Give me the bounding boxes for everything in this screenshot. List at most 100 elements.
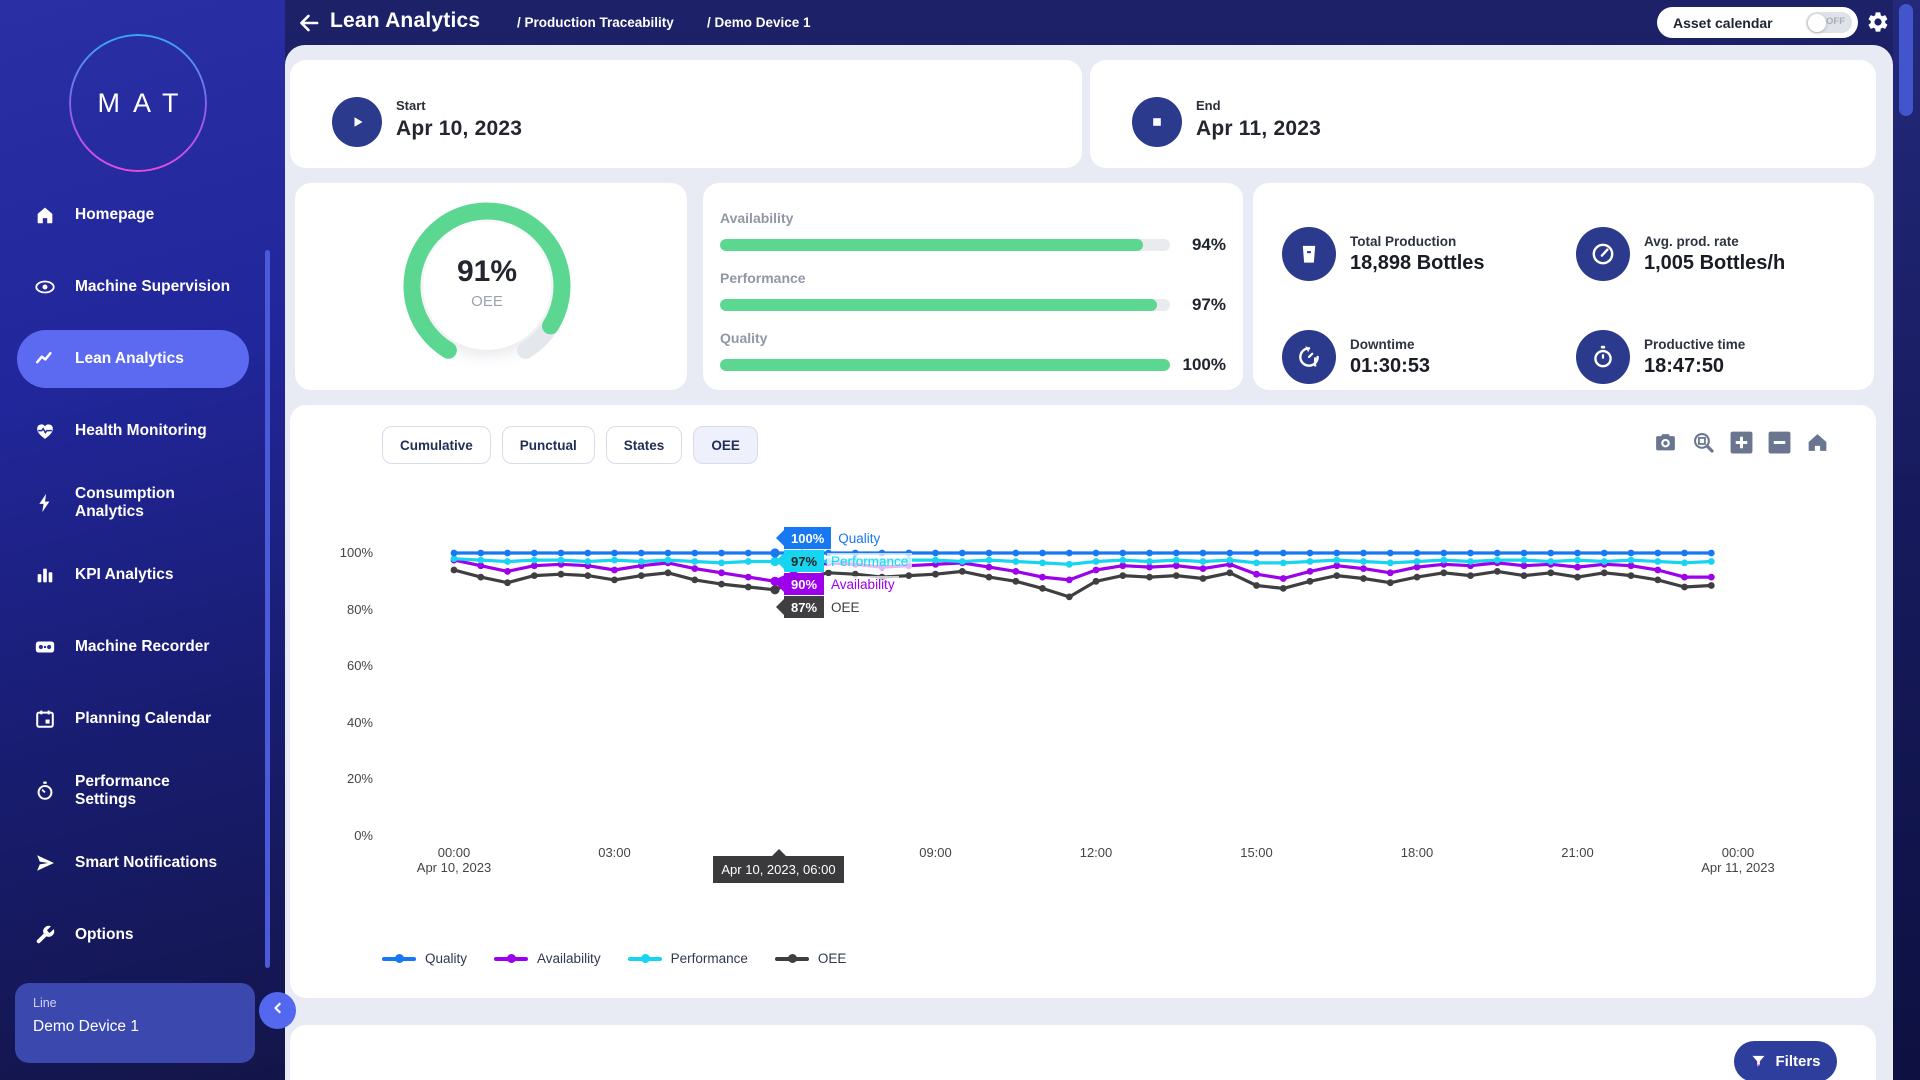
stat-label: Downtime (1350, 336, 1415, 352)
oee-line-chart (450, 548, 1715, 601)
device-type-label: Line (33, 996, 57, 1010)
kpi-bar-track (720, 359, 1170, 371)
stopwatch-icon (34, 780, 56, 802)
sidebar-item-kpi-analytics[interactable]: KPI Analytics (17, 539, 249, 611)
breadcrumb-demo-device[interactable]: / Demo Device 1 (707, 15, 811, 30)
sidebar-item-performance-settings[interactable]: Performance Settings (17, 755, 249, 827)
kpi-bar-performance: Performance 97% (720, 270, 1226, 315)
x-tick-label: 00:00 Apr 10, 2023 (416, 845, 492, 875)
kpi-bar-fill (720, 239, 1143, 251)
legend-item-quality[interactable]: Quality (382, 951, 467, 966)
oee-gauge-label: OEE (471, 293, 503, 310)
y-tick-label: 60% (346, 658, 373, 674)
oee-gauge-value: 91% (456, 255, 518, 288)
sidebar-item-lean-analytics[interactable]: Lean Analytics (17, 330, 249, 388)
tab-states[interactable]: States (605, 426, 683, 464)
stat-value: 18:47:50 (1644, 354, 1725, 377)
sidebar-item-consumption-analytics[interactable]: Consumption Analytics (17, 467, 249, 539)
stat-value: 1,005 Bottles/h (1644, 251, 1786, 274)
stop-icon (1132, 97, 1182, 147)
tab-punctual[interactable]: Punctual (501, 426, 595, 464)
tab-oee[interactable]: OEE (693, 426, 758, 464)
y-tick-label: 80% (346, 601, 373, 617)
sidebar-item-planning-calendar[interactable]: Planning Calendar (17, 683, 249, 755)
page-scrollbar-track[interactable] (1893, 0, 1920, 1080)
sidebar-item-health-monitoring[interactable]: Health Monitoring (17, 395, 249, 467)
bolt-icon (34, 492, 56, 514)
home-reset-icon[interactable] (1805, 430, 1830, 455)
kpi-bar-value: 94% (1191, 235, 1226, 254)
funnel-icon (1750, 1053, 1767, 1070)
settings-gear-icon[interactable] (1866, 10, 1890, 34)
legend-marker (494, 954, 529, 963)
sidebar-item-homepage[interactable]: Homepage (17, 179, 249, 251)
breadcrumb-production-traceability[interactable]: / Production Traceability (517, 15, 674, 30)
sidebar-item-label: KPI Analytics (75, 565, 174, 583)
x-tick-label: 03:00 (598, 845, 631, 860)
stat-total-production: Total Production 18,898 Bottles (1282, 227, 1485, 281)
chevron-left-icon (268, 998, 288, 1023)
kpi-bar-value: 100% (1182, 355, 1226, 374)
device-selector[interactable]: Line Demo Device 1 (15, 983, 255, 1063)
device-name: Demo Device 1 (33, 1018, 139, 1035)
legend-label: Performance (670, 951, 748, 966)
send-icon (34, 852, 56, 874)
hover-flag-performance: 97% Performance (776, 550, 913, 572)
production-icon (1282, 227, 1336, 281)
zoom-box-icon[interactable] (1691, 430, 1716, 455)
asset-calendar-switch[interactable]: OFF (1806, 12, 1852, 33)
stats-card: Total Production 18,898 Bottles Avg. prod.… (1253, 183, 1874, 390)
app-logo: MAT (97, 87, 192, 118)
calendar-icon (34, 708, 56, 730)
filters-button[interactable]: Filters (1734, 1041, 1837, 1080)
legend-label: Availability (537, 951, 601, 966)
legend-item-performance[interactable]: Performance (627, 951, 748, 966)
sidebar-item-label: Performance Settings (75, 772, 170, 808)
asset-calendar-toggle-pill[interactable]: Asset calendar OFF (1657, 7, 1858, 38)
sidebar-item-machine-recorder[interactable]: Machine Recorder (17, 611, 249, 683)
x-tick-label: 12:00 (1079, 845, 1113, 860)
toggle-knob (1808, 13, 1826, 32)
legend-item-oee[interactable]: OEE (774, 951, 846, 966)
sidebar-item-options[interactable]: Options (17, 899, 249, 971)
stat-downtime: Downtime 01:30:53 (1282, 330, 1430, 384)
camera-icon[interactable] (1653, 430, 1678, 455)
zoom-in-icon[interactable] (1729, 430, 1754, 455)
legend-marker (382, 954, 416, 963)
zoom-out-icon[interactable] (1767, 430, 1792, 455)
kpi-bar-label: Quality (720, 330, 768, 346)
chart-tabs: Cumulative Punctual States OEE (382, 426, 758, 464)
tab-cumulative[interactable]: Cumulative (382, 426, 491, 464)
sidebar-item-smart-notifications[interactable]: Smart Notifications (17, 827, 249, 899)
stat-label: Total Production (1350, 233, 1457, 249)
y-tick-label: 0% (354, 828, 373, 843)
sidebar-scrollbar[interactable] (265, 250, 270, 968)
kpi-bar-value: 97% (1191, 295, 1226, 314)
page-scrollbar-thumb[interactable] (1899, 4, 1913, 116)
legend-marker (627, 954, 662, 963)
eye-icon (34, 276, 56, 298)
end-date-card: End Apr 11, 2023 (1090, 60, 1876, 168)
sidebar-item-label: Smart Notifications (75, 853, 218, 871)
bottom-panel-card: Filters (290, 1025, 1876, 1080)
kpi-bar-label: Performance (720, 270, 806, 286)
chart-legend: Quality Availability Performance OEE (382, 951, 846, 966)
sidebar: MAT Homepage Machine Supervision Lean Anal… (0, 0, 285, 1080)
sidebar-collapse-button[interactable] (259, 992, 296, 1029)
kpi-bar-fill (720, 359, 1170, 371)
sidebar-nav: Homepage Machine Supervision Lean Analytic… (0, 179, 285, 971)
sidebar-item-label: Machine Supervision (75, 277, 231, 295)
legend-item-availability[interactable]: Availability (494, 951, 601, 966)
recorder-icon (34, 636, 56, 658)
end-date: Apr 11, 2023 (1196, 117, 1321, 140)
oee-gauge (403, 202, 571, 359)
page-title: Lean Analytics (330, 9, 481, 32)
back-button[interactable] (296, 10, 322, 36)
sidebar-item-label: Homepage (75, 205, 155, 223)
kpi-bar-availability: Availability 94% (720, 210, 1226, 255)
sidebar-item-machine-supervision[interactable]: Machine Supervision (17, 251, 249, 323)
kpi-bar-quality: Quality 100% (720, 330, 1226, 375)
x-axis-tooltip: Apr 10, 2023, 06:00 (713, 849, 844, 883)
trend-icon (34, 348, 56, 370)
sidebar-item-label: Consumption Analytics (75, 484, 175, 520)
